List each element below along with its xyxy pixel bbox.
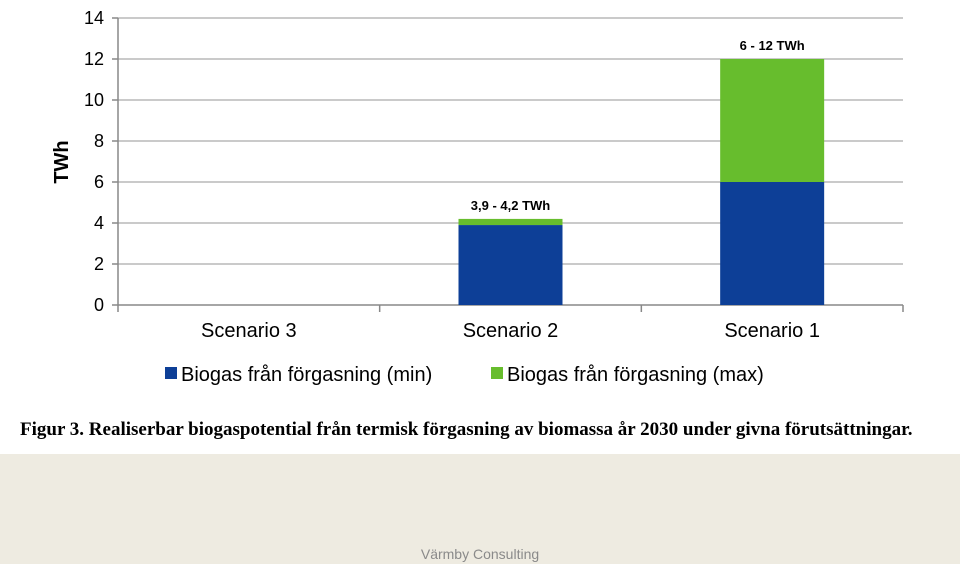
- footer-bar: Värmby Consulting: [0, 454, 960, 564]
- y-tick-label: 4: [94, 213, 104, 233]
- y-tick-label: 14: [84, 8, 104, 28]
- y-tick-label: 6: [94, 172, 104, 192]
- data-label: 3,9 - 4,2 TWh: [471, 198, 551, 213]
- data-label: 6 - 12 TWh: [740, 38, 805, 53]
- x-tick-label: Scenario 3: [201, 320, 297, 342]
- bar-segment: [720, 59, 825, 182]
- figure-caption: Figur 3. Realiserbar biogaspotential frå…: [20, 419, 913, 440]
- bar-segment: [720, 182, 825, 305]
- footer-text: Värmby Consulting: [420, 546, 540, 562]
- y-tick-label: 0: [94, 295, 104, 315]
- stacked-bar-chart: 0 2 4 6 8 10 12 14 TWh Scenario 3 Scenario 2 3,9 - …: [51, 8, 904, 386]
- legend-swatch: [491, 367, 503, 379]
- x-tick-label: Scenario 1: [724, 320, 820, 342]
- y-tick-label: 10: [84, 90, 104, 110]
- y-tick-label: 8: [94, 131, 104, 151]
- bar-segment: [458, 218, 563, 226]
- x-tick-label: Scenario 2: [463, 320, 559, 342]
- legend-label: Biogas från förgasning (min): [181, 364, 432, 386]
- bar-segment: [458, 225, 563, 305]
- legend-label: Biogas från förgasning (max): [507, 364, 764, 386]
- y-axis-label: TWh: [51, 140, 73, 183]
- legend-swatch: [165, 367, 177, 379]
- y-tick-label: 2: [94, 254, 104, 274]
- y-tick-label: 12: [84, 49, 104, 69]
